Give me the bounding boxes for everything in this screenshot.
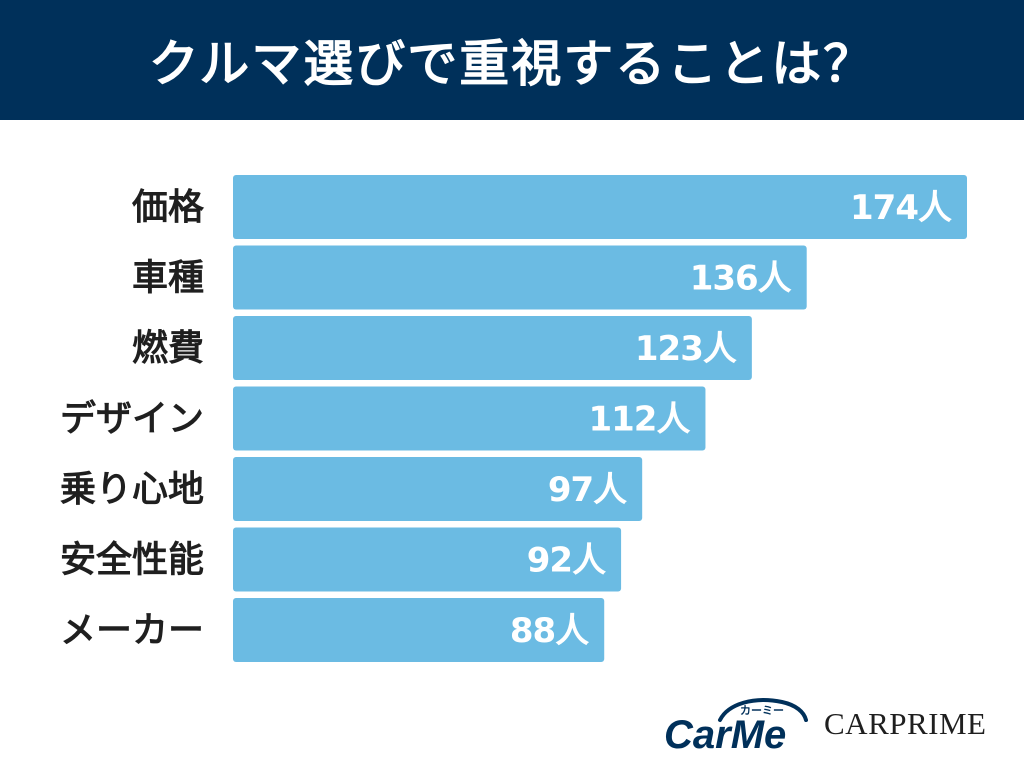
bar-3 (233, 386, 706, 451)
carme-kana: カーミー (740, 704, 784, 717)
value-label: 92人 (527, 541, 606, 581)
category-label: 安全性能 (60, 539, 204, 581)
title-banner: クルマ選びで重視することは？ (0, 0, 1024, 120)
category-label: 車種 (132, 258, 204, 299)
bar-2 (233, 316, 752, 380)
bar-6 (233, 598, 605, 662)
bar-4 (233, 457, 643, 521)
carme-logo: カーミー CarMe (664, 698, 808, 756)
value-label: 112人 (588, 400, 690, 440)
value-label: 97人 (548, 470, 627, 510)
carprime-logo: CARPRIME (824, 706, 987, 741)
category-label: 価格 (131, 187, 205, 228)
value-label: 136人 (690, 259, 792, 299)
car-outline-icon (718, 698, 808, 722)
chart-title: クルマ選びで重視することは？ (148, 35, 876, 93)
value-label: 88人 (510, 611, 589, 651)
bar-5 (233, 527, 622, 592)
category-label: 燃費 (132, 328, 204, 369)
bar-0 (233, 175, 967, 239)
category-label: デザイン (60, 398, 204, 440)
value-label: 174人 (850, 188, 952, 228)
category-label: 乗り心地 (60, 469, 204, 510)
carme-wordmark: CarMe (664, 713, 786, 756)
value-label: 123人 (635, 329, 737, 369)
bar-1 (233, 245, 807, 310)
category-label: メーカー (60, 610, 204, 651)
